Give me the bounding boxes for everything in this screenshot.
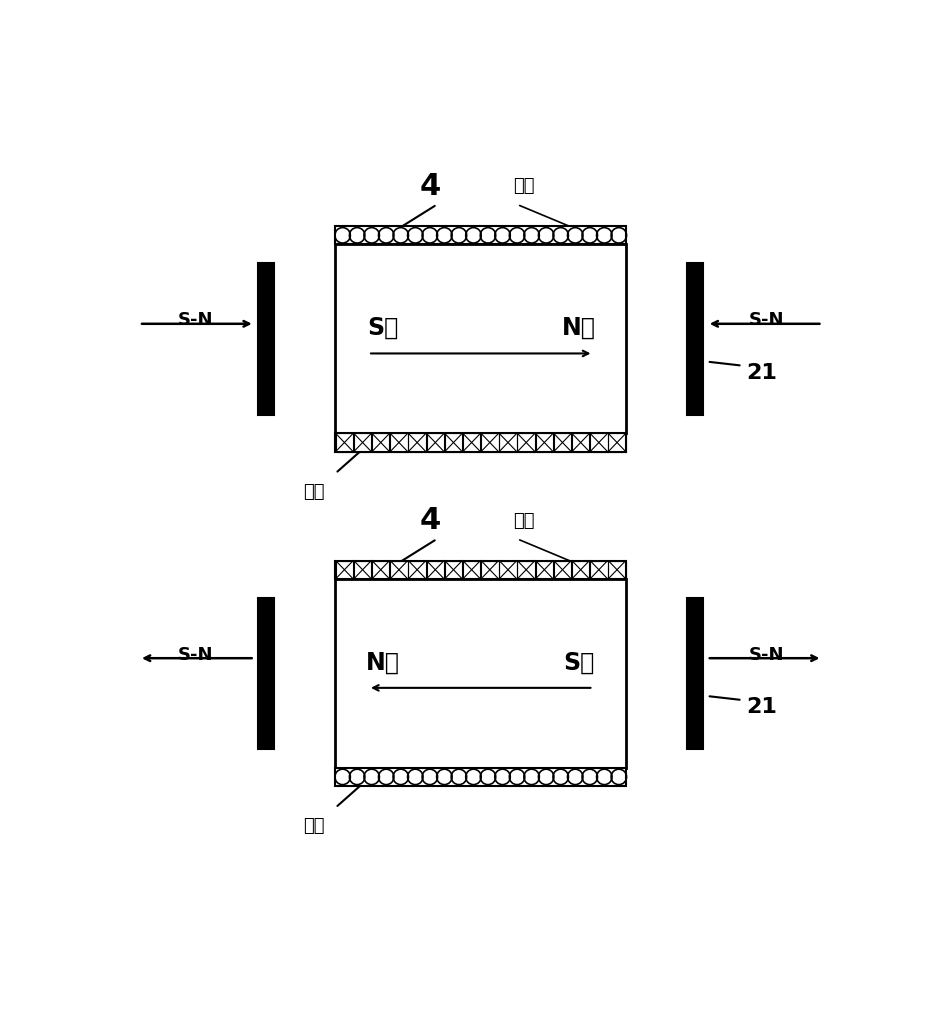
Text: S-N: S-N (749, 311, 784, 329)
Bar (408, 433, 426, 452)
Text: 21: 21 (746, 363, 777, 383)
Bar (390, 433, 408, 452)
Bar (408, 561, 426, 578)
Bar (688, 598, 704, 749)
Text: N级: N级 (366, 651, 400, 674)
Bar (427, 561, 444, 578)
Bar (372, 433, 389, 452)
Text: 电流: 电流 (303, 483, 325, 501)
Text: S级: S级 (367, 317, 399, 340)
Bar (572, 433, 589, 452)
Text: 21: 21 (746, 697, 777, 718)
Bar (536, 561, 553, 578)
Bar (336, 244, 626, 433)
Bar (336, 433, 626, 452)
Bar (336, 768, 626, 786)
Bar (354, 433, 371, 452)
Bar (372, 561, 389, 578)
Bar (499, 433, 517, 452)
Bar (481, 561, 498, 578)
Bar (445, 433, 462, 452)
Bar (336, 226, 626, 244)
Text: S-N: S-N (177, 311, 213, 329)
Bar (427, 433, 444, 452)
Bar (499, 561, 517, 578)
Bar (553, 561, 571, 578)
Bar (590, 433, 608, 452)
Text: S-N: S-N (177, 645, 213, 664)
Text: S-N: S-N (749, 645, 784, 664)
Text: S级: S级 (563, 651, 595, 674)
Bar (463, 561, 480, 578)
Bar (688, 263, 704, 414)
Bar (463, 433, 480, 452)
Bar (609, 433, 626, 452)
Bar (336, 561, 626, 578)
Bar (481, 433, 498, 452)
Text: 电流: 电流 (303, 817, 325, 835)
Bar (336, 578, 626, 768)
Text: 电流: 电流 (514, 511, 535, 530)
Bar (336, 561, 353, 578)
Bar (445, 561, 462, 578)
Bar (258, 598, 274, 749)
Text: 4: 4 (419, 172, 441, 201)
Bar (590, 561, 608, 578)
Text: 4: 4 (419, 506, 441, 535)
Bar (518, 433, 535, 452)
Bar (390, 561, 408, 578)
Bar (536, 433, 553, 452)
Bar (553, 433, 571, 452)
Bar (354, 561, 371, 578)
Text: N级: N级 (562, 317, 596, 340)
Bar (258, 263, 274, 414)
Bar (336, 433, 353, 452)
Bar (609, 561, 626, 578)
Text: 电流: 电流 (514, 177, 535, 195)
Bar (572, 561, 589, 578)
Bar (518, 561, 535, 578)
